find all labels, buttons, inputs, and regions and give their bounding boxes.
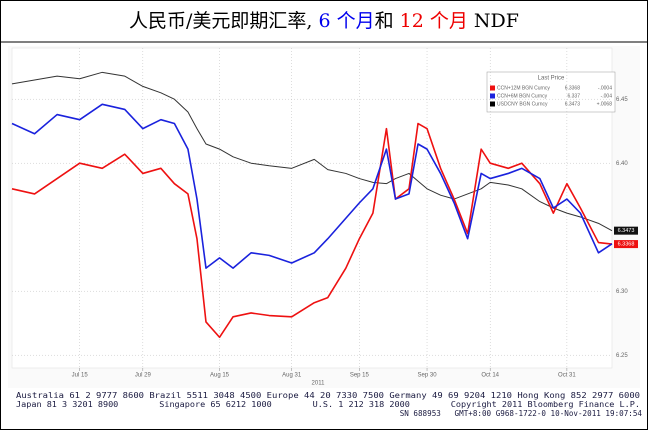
legend-last: 6.337 bbox=[567, 93, 580, 99]
series-line bbox=[11, 122, 613, 339]
y-tick-label: 6.40 bbox=[616, 161, 628, 167]
legend-last: 6.3473 bbox=[565, 101, 581, 107]
legend-label: CCN+6M BGN Curncy bbox=[497, 93, 548, 99]
y-tick-label: 6.25 bbox=[616, 353, 628, 359]
x-year-label: 2011 bbox=[312, 381, 326, 387]
footer-line: SN 688953 GMT+8:00 G968-1722-0 10-Nov-20… bbox=[400, 409, 643, 418]
legend-change: -.0004 bbox=[598, 85, 612, 91]
series-line bbox=[11, 71, 613, 232]
value-tag-label: 6.3473 bbox=[618, 228, 635, 234]
legend-title: Last Price bbox=[538, 76, 565, 82]
legend-swatch bbox=[490, 93, 495, 99]
x-tick-label: Jul 29 bbox=[135, 373, 152, 379]
legend-change: +.0068 bbox=[597, 101, 613, 107]
title-part: 12 个月 bbox=[400, 10, 468, 32]
footer-line: Australia 61 2 9777 8600 Brazil 5511 304… bbox=[16, 391, 640, 400]
x-tick-label: Jul 15 bbox=[72, 373, 89, 379]
chart-title: 人民币/美元即期汇率, 6 个月和 12 个月 NDF bbox=[129, 10, 519, 32]
value-tag bbox=[614, 226, 638, 235]
title-part: 人民币/美元即期汇率, bbox=[129, 10, 318, 32]
value-tag-label: 6.3368 bbox=[618, 242, 635, 248]
legend-swatch bbox=[490, 85, 495, 91]
legend-swatch bbox=[490, 101, 495, 107]
x-tick-label: Sep 15 bbox=[350, 373, 370, 379]
x-tick-label: Sep 30 bbox=[418, 373, 438, 379]
legend-label: CCN+12M BGN Curncy bbox=[497, 85, 550, 91]
x-tick-label: Oct 14 bbox=[481, 373, 499, 379]
legend-label: USDCNY BGN Curncy bbox=[497, 101, 548, 107]
x-tick-label: Oct 31 bbox=[558, 373, 576, 379]
y-tick-label: 6.45 bbox=[616, 97, 628, 103]
value-tag bbox=[614, 240, 638, 249]
x-tick-label: Aug 31 bbox=[282, 373, 302, 379]
x-tick-label: Aug 15 bbox=[210, 373, 230, 379]
legend-box bbox=[486, 71, 616, 113]
title-part: 和 bbox=[375, 10, 400, 32]
y-tick-label: 6.30 bbox=[616, 289, 628, 295]
series-line bbox=[11, 103, 613, 269]
title-part: NDF bbox=[468, 10, 519, 32]
legend-change: -.004 bbox=[601, 93, 613, 99]
legend-last: 6.3368 bbox=[565, 85, 581, 91]
title-part: 6 个月 bbox=[318, 10, 374, 32]
footer-line: Japan 81 3 3201 8900 Singapore 65 6212 1… bbox=[16, 400, 640, 409]
plot-area bbox=[11, 47, 613, 369]
